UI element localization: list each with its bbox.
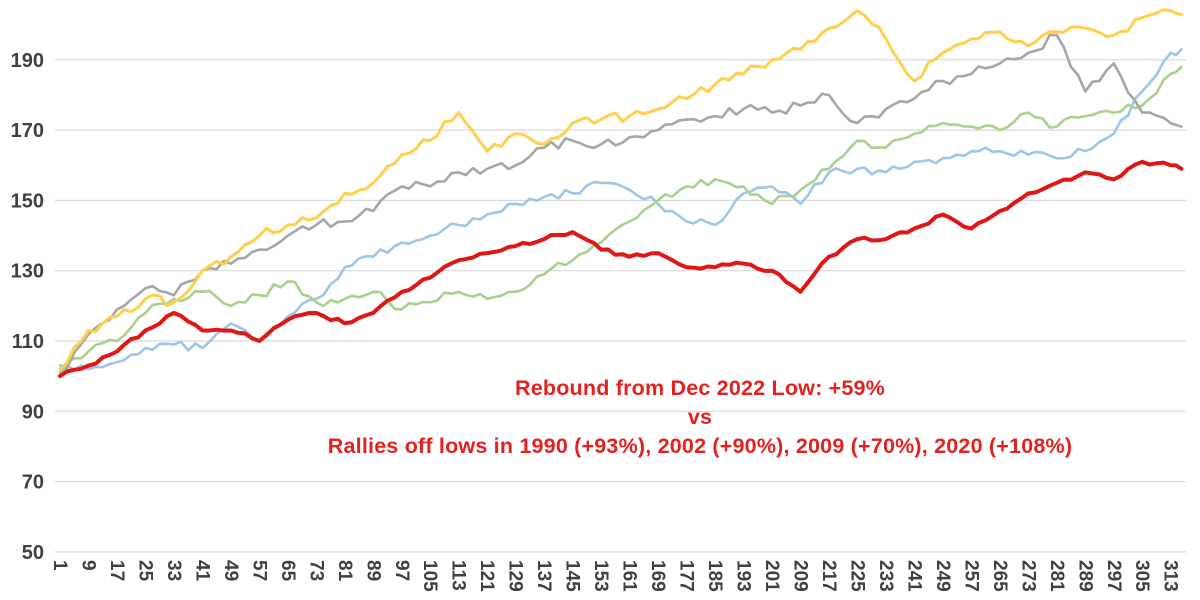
x-axis-tick-label: 225	[846, 560, 867, 592]
x-axis-tick-label: 241	[903, 560, 924, 592]
x-axis-tick-label: 185	[704, 560, 725, 592]
annotation-line-2: vs	[687, 405, 713, 429]
series-line-lightblue	[58, 48, 1183, 371]
x-axis-tick-label: 129	[505, 560, 526, 592]
x-axis-tick-label: 65	[277, 560, 298, 582]
series-line-gold	[58, 8, 1183, 371]
y-axis-tick-label: 170	[11, 120, 44, 142]
y-axis-tick-label: 90	[22, 401, 44, 423]
y-axis-tick-label: 190	[11, 50, 44, 72]
x-axis-tick-label: 209	[790, 560, 811, 592]
x-axis-tick-label: 217	[818, 560, 839, 592]
y-axis-tick-label: 130	[11, 261, 44, 283]
y-axis-tick-label: 70	[22, 472, 44, 494]
x-axis-tick-label: 249	[932, 560, 953, 592]
x-axis-tick-label: 233	[875, 560, 896, 592]
x-axis-tick-label: 97	[391, 560, 412, 581]
x-axis-tick-label: 177	[676, 560, 697, 592]
x-axis-tick-label: 57	[248, 560, 269, 581]
x-axis-tick-label: 313	[1160, 560, 1181, 592]
x-axis-tick-label: 73	[305, 560, 326, 581]
x-axis-tick-label: 265	[989, 560, 1010, 592]
x-axis-tick-label: 89	[362, 560, 383, 581]
x-axis-tick-label: 153	[590, 560, 611, 592]
x-axis-tick-label: 193	[733, 560, 754, 592]
series-line-lightgreen	[58, 65, 1183, 374]
x-axis-tick-label: 305	[1131, 560, 1152, 592]
x-axis-tick-label: 1	[49, 560, 70, 571]
y-axis-tick-label: 110	[12, 331, 44, 353]
x-axis-tick-label: 161	[619, 560, 640, 592]
y-axis-tick-label: 150	[11, 190, 44, 212]
x-axis-tick-label: 297	[1103, 560, 1124, 592]
y-axis-tick-label: 50	[22, 542, 44, 564]
x-axis-tick-label: 121	[476, 560, 497, 592]
annotation-line-3: Rallies off lows in 1990 (+93%), 2002 (+…	[327, 434, 1073, 458]
x-axis-tick-label: 273	[1017, 560, 1038, 592]
annotation-line-1: Rebound from Dec 2022 Low: +59%	[515, 376, 885, 400]
x-axis-tick-label: 25	[134, 560, 155, 582]
annotation: Rebound from Dec 2022 Low: +59% vs Ralli…	[190, 374, 1200, 461]
x-axis-tick-label: 41	[191, 560, 212, 582]
x-axis-tick-label: 281	[1046, 560, 1067, 592]
x-axis-tick-label: 145	[562, 560, 583, 592]
series-line-red-2022	[58, 159, 1184, 379]
x-axis-tick-label: 289	[1074, 560, 1095, 592]
x-axis-tick-label: 49	[220, 560, 241, 581]
x-axis-tick-label: 113	[448, 560, 469, 591]
x-axis-tick-label: 81	[334, 560, 355, 582]
x-axis-tick-label: 9	[78, 560, 99, 571]
series-line-gray	[58, 33, 1183, 378]
x-axis-tick-label: 137	[533, 560, 554, 592]
x-axis-tick-label: 201	[761, 560, 782, 592]
x-axis-tick-label: 169	[647, 560, 668, 592]
x-axis-tick-label: 257	[960, 560, 981, 592]
x-axis-tick-label: 33	[163, 560, 184, 581]
x-axis-tick-label: 17	[106, 560, 127, 581]
x-axis-tick-label: 105	[419, 560, 440, 592]
